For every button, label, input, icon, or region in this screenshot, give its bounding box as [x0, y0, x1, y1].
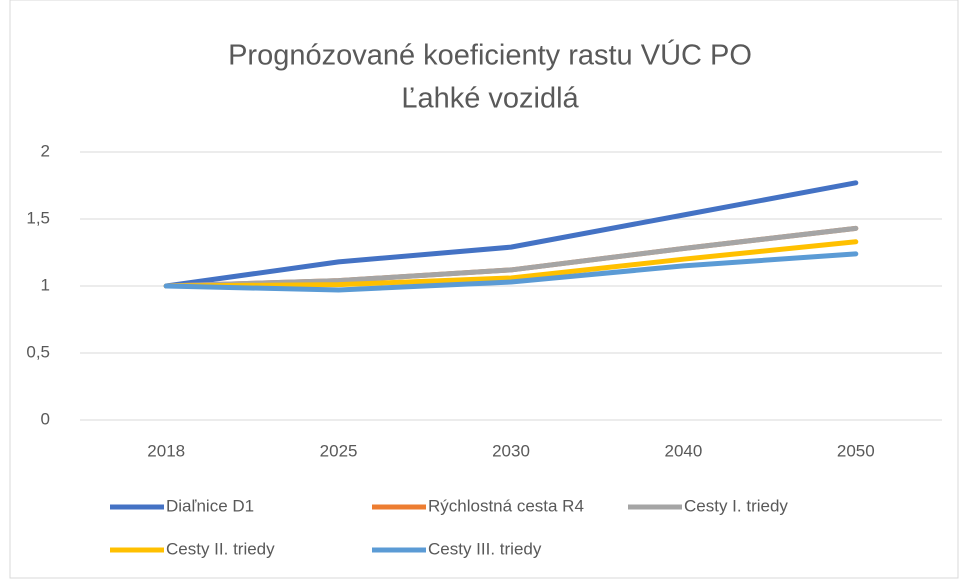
legend-label: Cesty III. triedy: [428, 539, 542, 558]
y-tick-label: 2: [41, 141, 50, 160]
series-line: [163, 225, 859, 289]
legend-label: Cesty II. triedy: [166, 539, 275, 558]
legend-label: Cesty I. triedy: [684, 496, 788, 515]
x-tick-label: 2050: [837, 441, 875, 460]
y-tick-label: 1: [41, 275, 50, 294]
series-line: [163, 239, 859, 289]
series-line: [163, 180, 859, 289]
y-tick-label: 1,5: [26, 208, 50, 227]
x-tick-label: 2040: [664, 441, 702, 460]
chart-subtitle: Ľahké vozidlá: [401, 83, 579, 115]
chart-border: [9, 0, 959, 579]
y-tick-label: 0: [41, 409, 50, 428]
y-tick-label: 0,5: [26, 342, 50, 361]
x-tick-label: 2018: [147, 441, 185, 460]
legend-label: Rýchlostná cesta R4: [428, 496, 584, 515]
x-tick-label: 2025: [320, 441, 358, 460]
x-tick-label: 2030: [492, 441, 530, 460]
legend-label: Diaľnice D1: [166, 496, 254, 515]
chart-title: Prognózované koeficienty rastu VÚC PO: [228, 39, 752, 72]
series-line: [163, 251, 859, 293]
